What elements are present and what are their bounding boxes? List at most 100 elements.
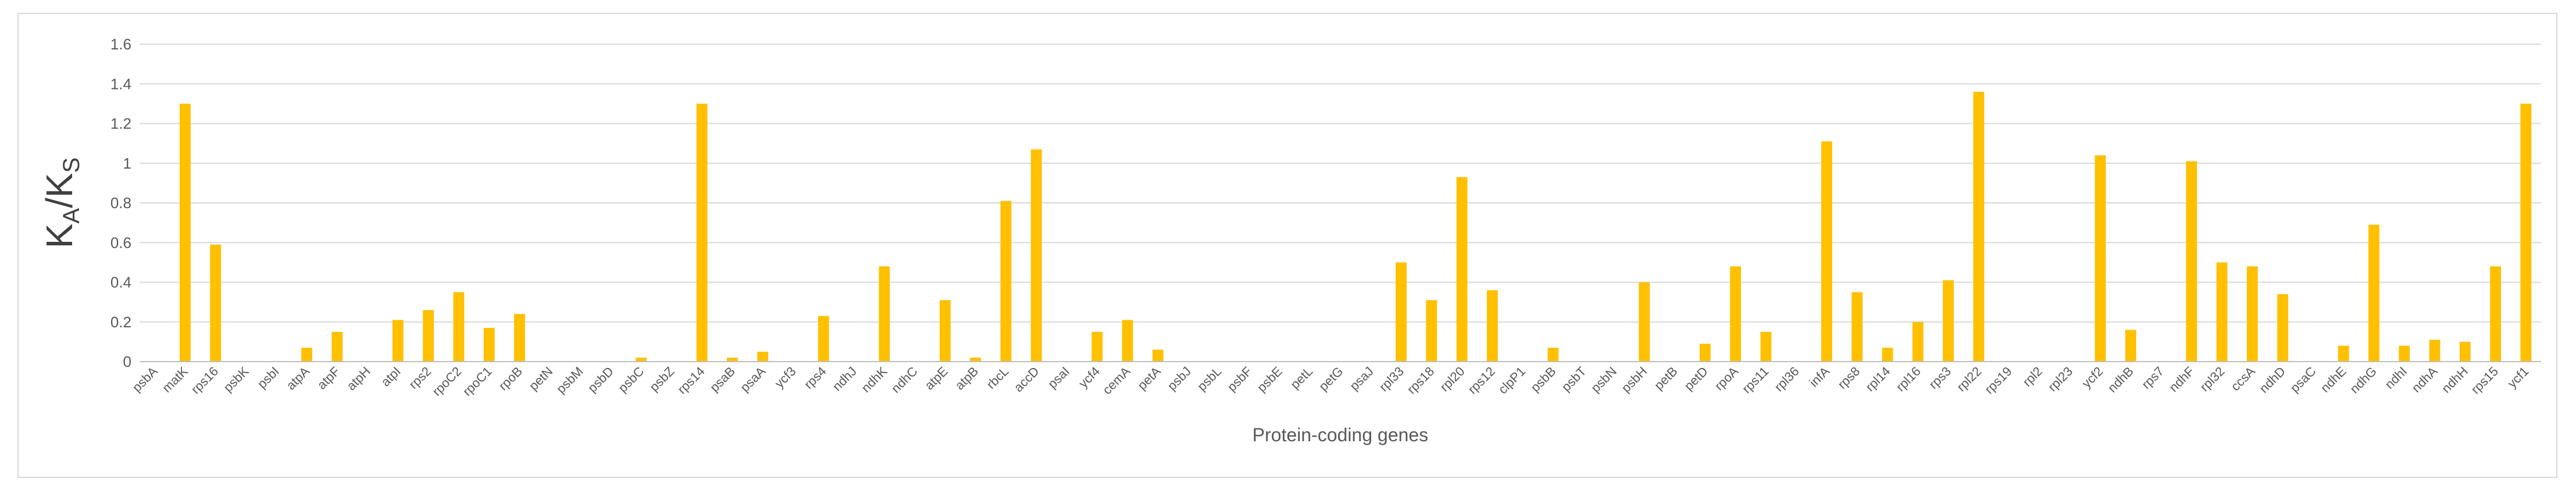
bar-ndhF <box>2186 161 2197 362</box>
x-tick-label: atpA <box>283 364 312 393</box>
x-tick-label: psbN <box>1588 364 1619 395</box>
x-tick-label: rps12 <box>1465 364 1498 397</box>
bar-rps11 <box>1760 331 1772 362</box>
bar-rpl32 <box>2216 262 2228 362</box>
x-tick-label: atpE <box>922 364 951 393</box>
x-tick-label: psaI <box>1045 364 1072 391</box>
bar-rps4 <box>818 316 829 362</box>
x-tick-label: rpoC1 <box>460 364 495 399</box>
x-tick-label: psbM <box>554 364 586 396</box>
x-tick-label: petD <box>1681 364 1711 394</box>
x-tick-label: psbC <box>615 364 647 395</box>
x-tick-label: atpB <box>952 364 982 393</box>
bar-rps2 <box>423 310 434 362</box>
x-tick-label: rps16 <box>188 364 222 397</box>
bar-rps14 <box>696 103 708 362</box>
bar-ycf4 <box>1091 331 1103 362</box>
bar-atpE <box>939 300 951 362</box>
x-tick-label: rpoB <box>495 364 525 394</box>
bar-atpA <box>301 348 312 362</box>
bar-ndhA <box>2429 340 2441 362</box>
bar-ycf2 <box>2095 155 2106 362</box>
bar-infA <box>1821 141 1832 362</box>
bar-atpI <box>392 320 404 362</box>
x-tick-label: psbB <box>1528 364 1558 395</box>
x-tick-label: psaB <box>707 364 738 395</box>
x-tick-label: atpI <box>378 364 404 390</box>
x-tick-label: ndhB <box>2105 364 2136 395</box>
bar-atpF <box>331 331 343 362</box>
y-tick-label: 0.6 <box>110 234 131 251</box>
bar-ndhI <box>2399 345 2410 362</box>
bar-ndhB <box>2125 330 2136 362</box>
x-tick-label: rps18 <box>1404 364 1437 397</box>
grid-lines <box>140 44 2541 323</box>
x-tick-label: ndhD <box>2256 364 2288 396</box>
x-tick-label: psaC <box>2287 364 2318 395</box>
y-tick-label: 1.4 <box>110 75 131 92</box>
bar-rpl16 <box>1912 321 1924 362</box>
x-tick-label: ycf1 <box>2504 364 2531 391</box>
bar-rbcL <box>1000 201 1012 362</box>
bar-psaA <box>757 351 769 362</box>
x-tick-label: ccsA <box>2228 364 2258 394</box>
x-tick-label: petL <box>1287 364 1315 392</box>
x-axis-title: Protein-coding genes <box>1253 424 1428 445</box>
y-axis-title-k2: K <box>38 173 80 198</box>
bar-ycf1 <box>2520 103 2532 362</box>
x-tick-label: rps7 <box>2139 364 2167 392</box>
x-tick-label: rpl33 <box>1376 364 1407 394</box>
y-axis-title-sub-a: A <box>59 208 84 224</box>
bar-psbC <box>636 358 647 362</box>
bar-psbH <box>1639 282 1650 362</box>
bar-ndhE <box>2338 345 2349 362</box>
x-tick-label: ycf4 <box>1076 364 1103 391</box>
bar-rps16 <box>210 244 222 362</box>
x-tick-label: matK <box>159 364 191 395</box>
x-tick-label: petB <box>1651 364 1681 393</box>
x-tick-label: rpl22 <box>1954 364 1984 394</box>
x-tick-label: ycf2 <box>2079 364 2106 391</box>
bar-matK <box>180 103 191 362</box>
x-tick-label: ndhI <box>2382 364 2410 392</box>
bar-series <box>180 91 2532 362</box>
y-axis-title-sub-s: S <box>59 158 84 173</box>
x-tick-label: psbA <box>130 364 160 395</box>
y-axis-ticks: 0 0.2 0.4 0.6 0.8 1 1.2 1.4 1.6 <box>110 35 131 370</box>
y-tick-label: 0.8 <box>110 194 131 212</box>
x-tick-label: psaJ <box>1347 364 1376 394</box>
x-tick-label: rps3 <box>1926 364 1954 392</box>
x-tick-label: rpoA <box>1712 364 1742 394</box>
bar-rps8 <box>1851 292 1863 362</box>
bar-ccsA <box>2246 266 2258 362</box>
bar-rpl20 <box>1456 177 1468 362</box>
x-tick-label: psbD <box>585 364 616 395</box>
x-tick-label: rps8 <box>1835 364 1863 392</box>
x-tick-label: rps19 <box>1982 364 2015 397</box>
x-tick-label: rps11 <box>1739 364 1771 396</box>
bar-rpl33 <box>1396 262 1407 362</box>
bar-rpl22 <box>1973 91 1985 362</box>
y-tick-label: 1.2 <box>110 115 131 133</box>
bar-accD <box>1030 149 1042 362</box>
x-tick-label: psbF <box>1224 364 1254 394</box>
x-tick-label: psbJ <box>1165 364 1194 394</box>
x-tick-label: ndhH <box>2439 364 2471 396</box>
y-tick-label: 0.4 <box>110 274 131 291</box>
bar-rpoB <box>514 314 525 362</box>
x-tick-label: rpl32 <box>2197 364 2227 394</box>
x-tick-label: clpP1 <box>1496 364 1529 397</box>
y-axis-title-slash: / <box>38 198 80 208</box>
y-tick-label: 0 <box>123 353 131 370</box>
x-tick-label: psbL <box>1194 364 1224 394</box>
x-tick-label: rps4 <box>801 364 829 392</box>
bar-rps12 <box>1486 290 1498 362</box>
x-tick-label: rpoC2 <box>429 364 464 399</box>
bar-ndhK <box>879 266 890 362</box>
x-tick-label: ndhF <box>2166 364 2197 395</box>
x-tick-label: ndhK <box>858 364 890 395</box>
x-tick-label: rps15 <box>2468 364 2502 397</box>
x-tick-label: rps14 <box>675 364 708 397</box>
